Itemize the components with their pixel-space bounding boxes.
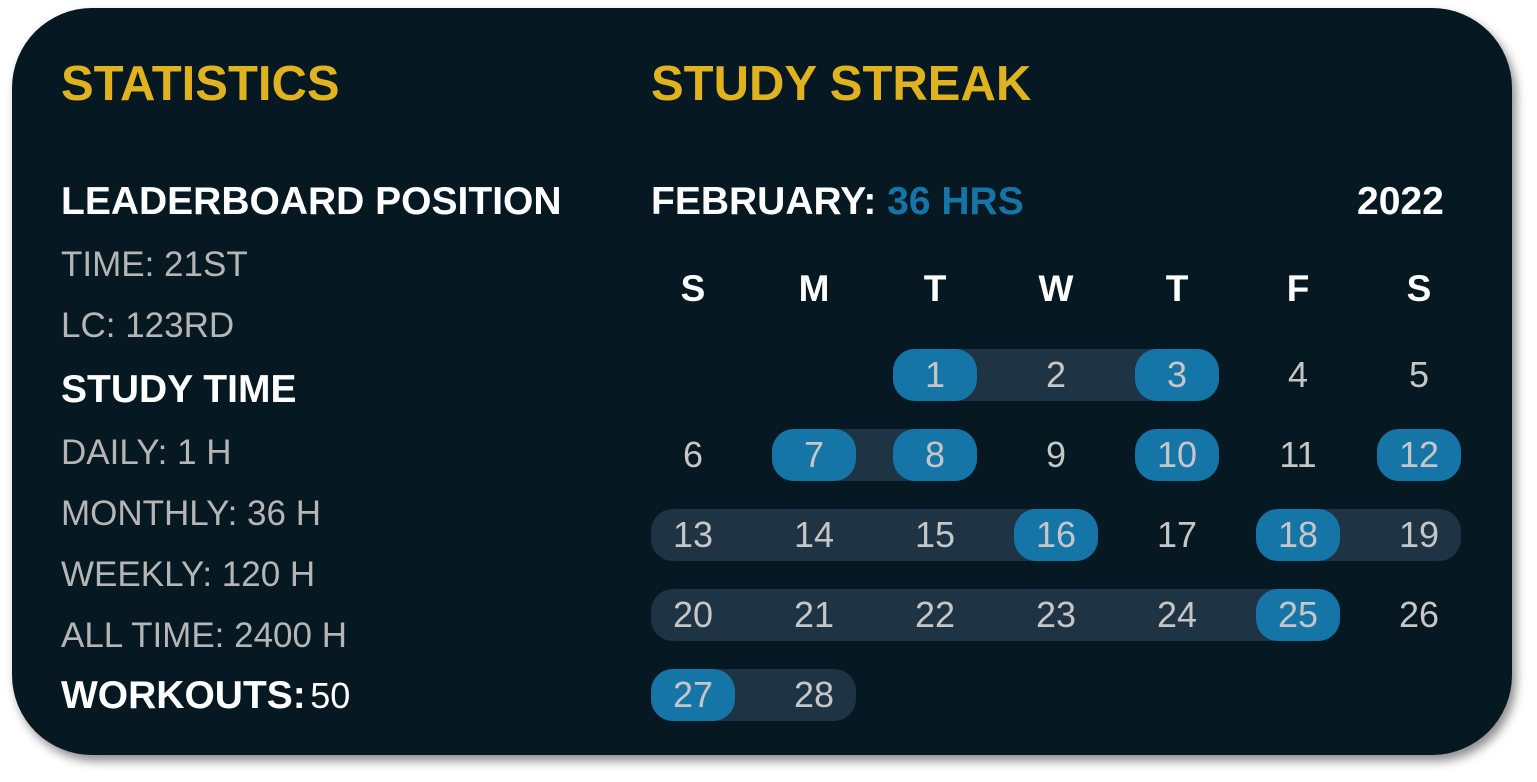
leaderboard-time: TIME: 21ST (61, 245, 248, 284)
leaderboard-heading: LEADERBOARD POSITION (61, 180, 562, 223)
calendar-day-2[interactable]: 2 (1045, 354, 1067, 395)
weekday-sat: S (1406, 268, 1432, 309)
calendar-day-1[interactable]: 1 (893, 349, 977, 401)
study-time-heading: STUDY TIME (61, 368, 297, 411)
calendar-day-5[interactable]: 5 (1408, 354, 1430, 395)
calendar-day-15[interactable]: 15 (914, 514, 956, 555)
calendar-day-22[interactable]: 22 (914, 594, 956, 635)
calendar-day-27[interactable]: 27 (651, 669, 735, 721)
calendar-day-21[interactable]: 21 (793, 594, 835, 635)
weekday-thu: T (1165, 268, 1189, 309)
calendar-day-9[interactable]: 9 (1045, 434, 1067, 475)
weekday-wed: W (1038, 268, 1074, 309)
calendar-day-25[interactable]: 25 (1256, 589, 1340, 641)
calendar-day-24[interactable]: 24 (1156, 594, 1198, 635)
weekday-sun: S (680, 268, 706, 309)
calendar-day-13[interactable]: 13 (672, 514, 714, 555)
month-summary: FEBRUARY: 36 HRS (651, 182, 1024, 221)
study-streak-title: STUDY STREAK (651, 57, 1032, 111)
calendar-day-11[interactable]: 11 (1279, 434, 1317, 475)
statistics-title: STATISTICS (61, 57, 340, 111)
calendar-day-18[interactable]: 18 (1256, 509, 1340, 561)
weekday-fri: F (1286, 268, 1310, 309)
weekday-mon: M (798, 268, 830, 309)
calendar-day-8[interactable]: 8 (893, 429, 977, 481)
calendar-day-7[interactable]: 7 (772, 429, 856, 481)
workouts-row: WORKOUTS: 50 (61, 676, 350, 715)
calendar-day-17[interactable]: 17 (1156, 514, 1198, 555)
calendar-day-16[interactable]: 16 (1014, 509, 1098, 561)
calendar-day-14[interactable]: 14 (793, 514, 835, 555)
study-time-daily: DAILY: 1 H (61, 433, 232, 472)
streak-band (651, 589, 1340, 641)
workouts-value: 50 (310, 675, 351, 716)
calendar-day-20[interactable]: 20 (672, 594, 714, 635)
workouts-label: WORKOUTS: (61, 674, 306, 717)
study-time-monthly: MONTHLY: 36 H (61, 494, 321, 533)
calendar-day-3[interactable]: 3 (1135, 349, 1219, 401)
study-time-all-time: ALL TIME: 2400 H (61, 616, 347, 655)
year-label: 2022 (1357, 180, 1444, 223)
calendar-day-12[interactable]: 12 (1377, 429, 1461, 481)
study-time-weekly: WEEKLY: 120 H (61, 555, 316, 594)
calendar-day-28[interactable]: 28 (793, 674, 835, 715)
month-label: FEBRUARY: (651, 180, 877, 223)
calendar-day-6[interactable]: 6 (682, 434, 704, 475)
month-hours: 36 HRS (887, 180, 1024, 223)
calendar-day-26[interactable]: 26 (1398, 594, 1440, 635)
leaderboard-lc: LC: 123RD (61, 306, 235, 345)
weekday-tue: T (923, 268, 947, 309)
calendar-day-23[interactable]: 23 (1035, 594, 1077, 635)
calendar-day-10[interactable]: 10 (1135, 429, 1219, 481)
calendar-day-4[interactable]: 4 (1287, 354, 1309, 395)
calendar-day-19[interactable]: 19 (1398, 514, 1440, 555)
